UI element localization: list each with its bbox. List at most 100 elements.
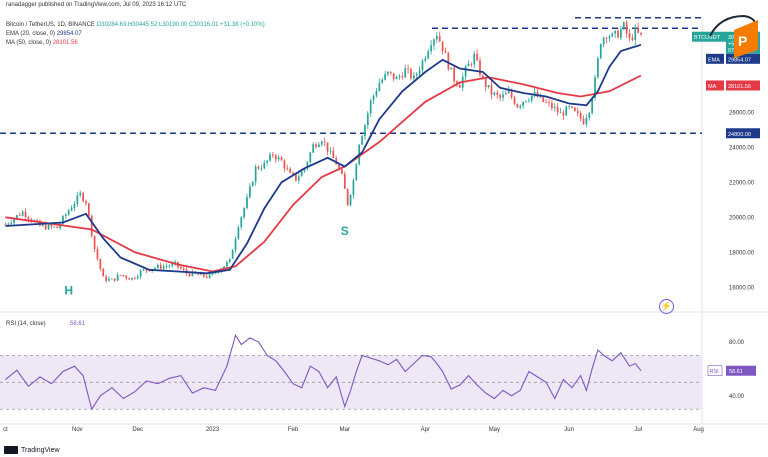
candle-body: [157, 264, 159, 268]
candle-body: [332, 150, 335, 159]
symbol-name: Bitcoin / TetherUS, 1D, BINANCE: [6, 22, 95, 28]
candle-body: [343, 173, 346, 189]
candle-body: [496, 92, 499, 95]
candle-body: [599, 44, 602, 59]
candle-body: [389, 71, 392, 74]
candle-body: [530, 95, 533, 101]
price-axis-tick: 22000.00: [729, 180, 755, 186]
candle-body: [407, 68, 409, 70]
candle-body: [404, 68, 407, 78]
candle-body: [191, 271, 194, 277]
candle-body: [548, 102, 550, 104]
candle-body: [228, 258, 231, 262]
candle-body: [372, 95, 375, 101]
candle-body: [435, 35, 438, 40]
pattern-annotation: S: [341, 224, 349, 238]
symbol-line: Bitcoin / TetherUS, 1D, BINANCE O30284.6…: [6, 22, 265, 28]
candle-body: [306, 162, 309, 169]
price-label-value-box: [726, 128, 760, 139]
time-axis-label: Apr: [421, 427, 430, 433]
candle-body: [188, 273, 191, 277]
price-label-name-box: [706, 53, 724, 64]
candle-body: [85, 201, 87, 204]
lightning-icon[interactable]: ⚡: [659, 299, 674, 314]
candle-body: [254, 166, 257, 182]
candle-body: [18, 215, 21, 216]
time-axis-label: May: [489, 427, 500, 433]
published-line: ranadagger published on TradingView.com,…: [6, 2, 187, 8]
price-label-value: 29854.07: [728, 57, 751, 63]
candle-body: [634, 27, 637, 40]
candle-body: [280, 157, 283, 161]
candle-body: [421, 60, 424, 71]
candle-body: [507, 90, 510, 94]
candle-body: [346, 188, 349, 205]
candle-body: [320, 141, 323, 145]
candle-body: [329, 150, 332, 152]
candle-body: [7, 223, 10, 225]
candle-body: [145, 269, 148, 271]
price-label-name: EMA: [708, 57, 720, 63]
candle-body: [36, 220, 38, 222]
candle-body: [21, 211, 24, 216]
candle-body: [424, 58, 427, 61]
ema-legend-label: EMA (20, close, 0): [6, 31, 56, 37]
candle-body: [231, 250, 234, 259]
candle-body: [628, 33, 631, 39]
rsi-name-tag: RSI: [710, 369, 720, 375]
candle-body: [289, 168, 292, 173]
candle-body: [96, 249, 99, 259]
candle-body: [473, 53, 476, 65]
candle-body: [559, 112, 562, 114]
price-label-value: 24800.00: [728, 132, 751, 138]
candle-body: [272, 154, 274, 156]
candle-body: [395, 77, 398, 80]
candle-body: [318, 144, 320, 147]
candle-body: [131, 277, 133, 280]
candle-body: [257, 166, 260, 169]
rsi-value-tag: 58.61: [729, 369, 743, 375]
candle-body: [464, 66, 467, 77]
candle-body: [243, 207, 246, 218]
ema-legend[interactable]: EMA (20, close, 0) 29854.07: [6, 31, 82, 37]
candle-body: [622, 22, 625, 30]
candle-body: [211, 272, 214, 275]
candle-body: [571, 106, 573, 108]
candle-body: [427, 51, 430, 59]
candle-body: [133, 277, 136, 279]
candle-body: [479, 60, 481, 76]
candle-body: [585, 117, 588, 125]
candle-body: [102, 268, 105, 277]
candle-body: [162, 266, 165, 269]
candle-body: [165, 266, 168, 267]
candle-body: [171, 263, 174, 266]
candle-body: [214, 272, 217, 274]
price-label-name: MA: [708, 84, 717, 90]
candle-body: [637, 27, 640, 33]
candle-body: [274, 155, 277, 160]
rsi-axis-tick: 80.00: [729, 340, 745, 346]
candle-body: [326, 142, 329, 152]
candle-body: [533, 91, 536, 96]
tradingview-footer[interactable]: TradingView: [4, 446, 60, 454]
rsi-line: [5, 333, 642, 411]
candle-body: [90, 215, 93, 236]
ma-legend[interactable]: MA (50, close, 0) 28101.56: [6, 40, 78, 46]
candle-body: [366, 113, 369, 126]
candle-body: [64, 214, 67, 217]
candle-body: [519, 105, 522, 108]
price-label-value-box: [726, 80, 760, 91]
candle-body: [70, 208, 73, 211]
candle-body: [180, 267, 182, 269]
candle-body: [197, 273, 199, 275]
candle-body: [487, 85, 490, 88]
candle-body: [13, 218, 15, 223]
candle-body: [611, 33, 614, 37]
time-axis-label: Jul: [634, 427, 642, 433]
candle-body: [246, 197, 248, 208]
price-label-name-box: [706, 80, 724, 91]
candle-body: [234, 238, 237, 251]
candle-body: [105, 276, 107, 281]
candle-body: [574, 107, 576, 111]
